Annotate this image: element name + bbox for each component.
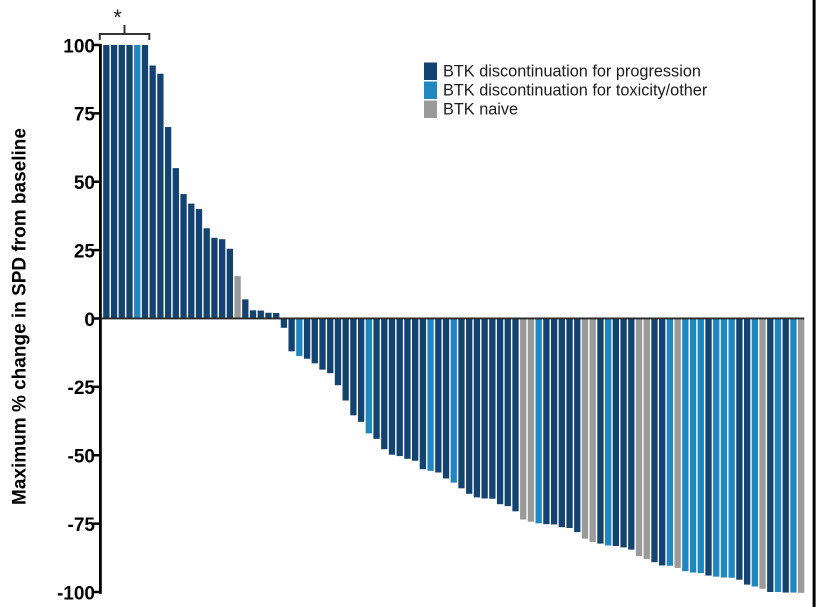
svg-text:0: 0 <box>84 310 95 331</box>
svg-text:75: 75 <box>74 105 96 126</box>
svg-text:25: 25 <box>74 241 96 262</box>
svg-text:*: * <box>113 5 122 30</box>
svg-text:-100: -100 <box>57 583 95 604</box>
svg-text:BTK discontinuation for progre: BTK discontinuation for progression <box>443 63 701 81</box>
svg-text:BTK naive: BTK naive <box>443 101 518 119</box>
svg-text:Maximum % change in SPD from b: Maximum % change in SPD from baseline <box>10 128 31 505</box>
svg-text:-75: -75 <box>68 515 96 536</box>
svg-text:100: 100 <box>63 36 95 57</box>
svg-text:-50: -50 <box>68 447 95 468</box>
svg-text:BTK discontinuation for toxici: BTK discontinuation for toxicity/other <box>443 82 708 100</box>
svg-text:50: 50 <box>74 173 95 194</box>
svg-text:-25: -25 <box>68 378 96 399</box>
